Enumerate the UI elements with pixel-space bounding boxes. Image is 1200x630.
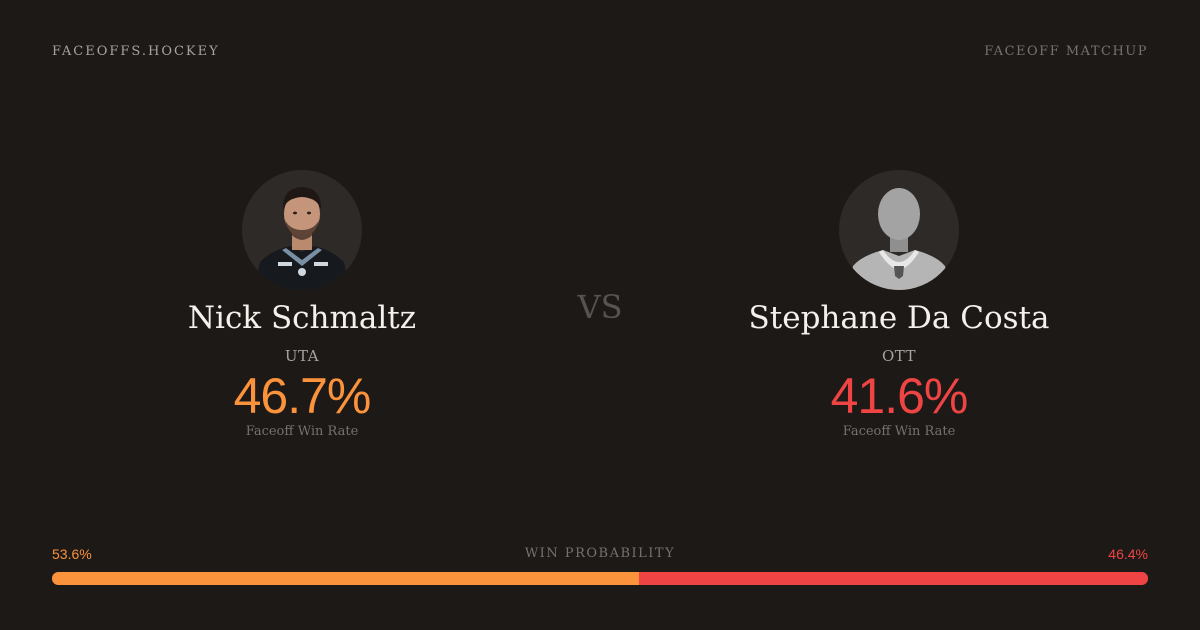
faceoff-win-rate: 41.6% — [830, 368, 969, 425]
vs-label: VS — [577, 288, 623, 326]
player-name[interactable]: Stephane Da Costa — [748, 300, 1050, 336]
faceoff-win-rate-label: Faceoff Win Rate — [245, 424, 359, 440]
win-probability-title: WIN PROBABILITY — [524, 546, 676, 561]
player-name[interactable]: Nick Schmaltz — [187, 300, 417, 336]
win-probability-bar-right — [639, 572, 1148, 585]
player-card-left: Nick Schmaltz UTA 46.7% Faceoff Win Rate — [102, 170, 502, 439]
faceoff-win-rate-label: Faceoff Win Rate — [842, 424, 956, 440]
page-subtitle: FACEOFF MATCHUP — [984, 44, 1148, 59]
team-abbreviation: UTA — [284, 347, 320, 366]
player-photo — [242, 170, 362, 290]
silhouette-icon — [839, 170, 959, 290]
faceoff-win-rate: 46.7% — [233, 368, 372, 425]
player-card-right: Stephane Da Costa OTT 41.6% Faceoff Win … — [699, 170, 1099, 439]
win-probability-left: 53.6% — [52, 546, 92, 562]
win-probability-bar — [52, 572, 1148, 585]
brand-logo-text[interactable]: FACEOFFS.HOCKEY — [52, 44, 220, 59]
team-abbreviation: OTT — [881, 347, 917, 366]
win-probability-right: 46.4% — [1108, 546, 1148, 562]
win-probability-bar-left — [52, 572, 640, 585]
